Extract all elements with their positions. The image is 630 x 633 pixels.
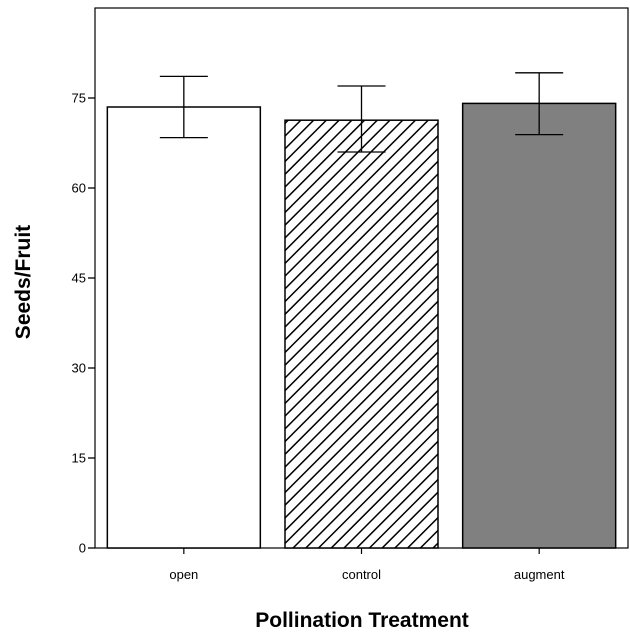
error-bar-open: [159, 75, 208, 139]
bar-augment: [461, 102, 617, 549]
error-bar-augment: [515, 72, 564, 136]
y-axis-title: Seeds/Fruit: [12, 225, 35, 339]
x-axis: open control augment: [169, 548, 565, 582]
y-tick-label: 75: [72, 91, 86, 106]
y-tick-label: 45: [72, 271, 86, 286]
error-bars: [159, 72, 564, 153]
bar-control: [284, 119, 439, 549]
x-tick-label: control: [342, 567, 381, 582]
x-tick-label: open: [169, 567, 198, 582]
bars: [106, 102, 617, 549]
y-tick-label: 15: [72, 451, 86, 466]
bar-open: [106, 106, 262, 549]
y-axis: 0 15 30 45 60 75: [72, 91, 95, 556]
x-tick-label: augment: [514, 567, 565, 582]
error-bar-control: [337, 85, 386, 153]
y-tick-label: 30: [72, 361, 86, 376]
y-tick-label: 60: [72, 181, 86, 196]
x-axis-title: Pollination Treatment: [255, 609, 469, 632]
y-tick-label: 0: [79, 541, 86, 556]
